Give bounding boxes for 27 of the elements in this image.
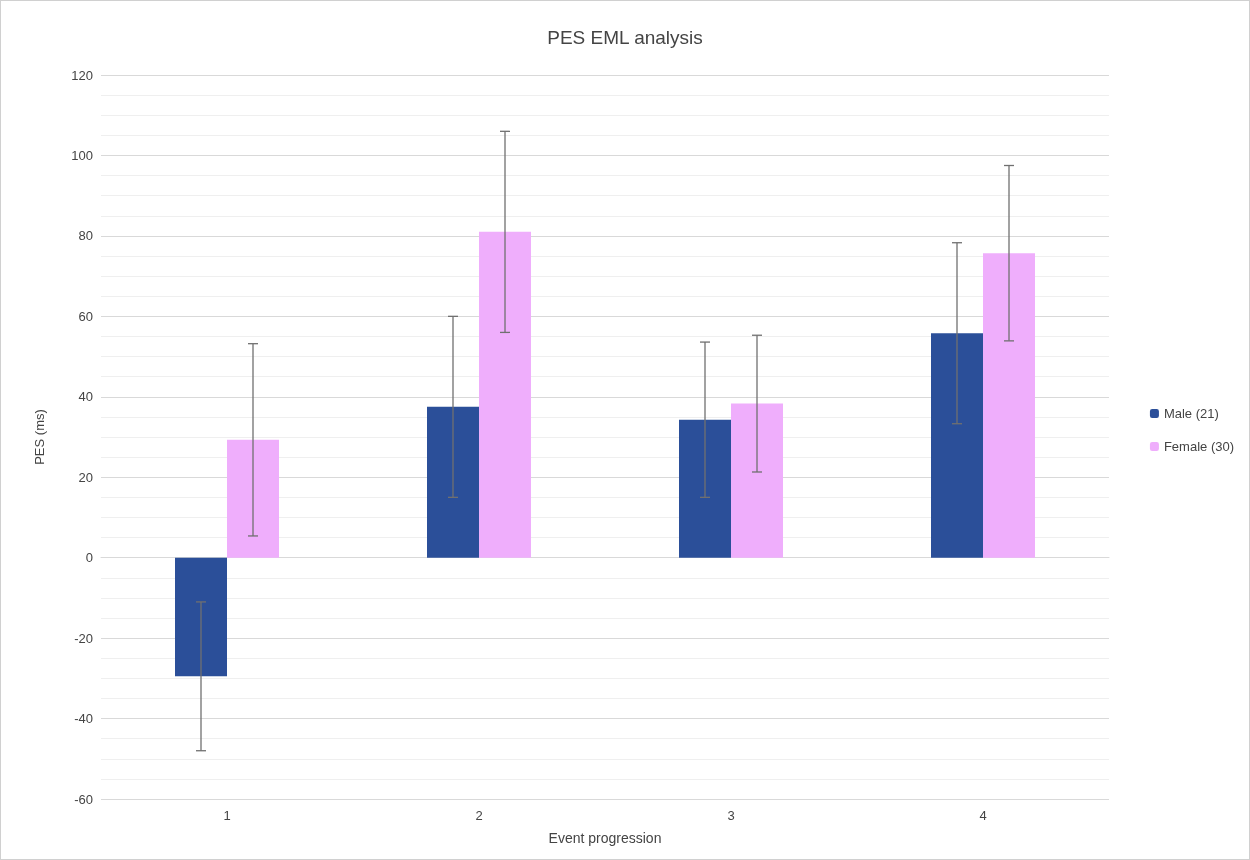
- y-tick-label: 80: [78, 228, 93, 244]
- bar: [679, 419, 731, 558]
- bar: [731, 403, 783, 558]
- chart-title: PES EML analysis: [547, 27, 703, 48]
- bar: [227, 439, 279, 558]
- y-axis-title: PES (ms): [32, 409, 47, 465]
- y-tick-label: 20: [78, 469, 93, 485]
- x-tick-label: 4: [979, 808, 987, 823]
- y-tick-label: 120: [71, 67, 93, 83]
- bar: [479, 231, 531, 558]
- x-tick-label: 2: [475, 808, 483, 823]
- y-tick-label: -40: [74, 711, 93, 727]
- y-tick-label: 100: [71, 147, 93, 163]
- y-tick-label: -20: [74, 630, 93, 646]
- x-tick-label: 1: [223, 808, 231, 823]
- legend-label: Male (21): [1163, 406, 1219, 421]
- y-tick-label: -60: [74, 791, 93, 807]
- y-tick-label: 60: [78, 308, 93, 324]
- y-tick-label: 0: [85, 550, 93, 566]
- bar: [931, 333, 983, 558]
- x-tick-label: 3: [727, 808, 735, 823]
- x-axis-title: Event progression: [548, 830, 662, 846]
- legend-label: Female (30): [1163, 439, 1234, 454]
- y-tick-label: 40: [78, 389, 93, 405]
- bar: [175, 557, 227, 677]
- bar: [983, 253, 1035, 558]
- bar: [427, 406, 479, 558]
